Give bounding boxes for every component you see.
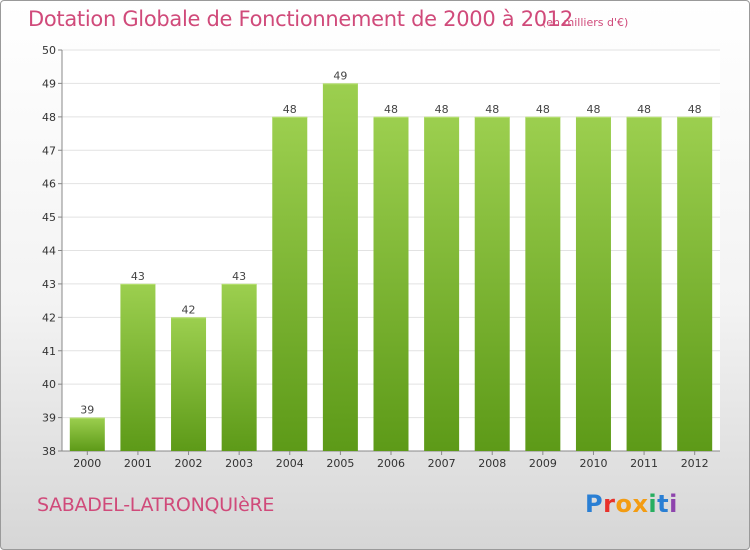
y-tick-label: 48 — [42, 111, 56, 124]
x-tick-label-2004: 2004 — [276, 457, 304, 470]
y-tick-label: 39 — [42, 412, 56, 425]
logo-letter: o — [615, 490, 633, 518]
x-tick-label-2002: 2002 — [175, 457, 203, 470]
data-label-2012: 48 — [688, 103, 702, 116]
chart-title: Dotation Globale de Fonctionnement de 20… — [28, 7, 573, 31]
data-label-2008: 48 — [485, 103, 499, 116]
logo-letter: x — [632, 490, 649, 518]
x-tick-label-2000: 2000 — [73, 457, 101, 470]
x-tick-label-2007: 2007 — [428, 457, 456, 470]
y-tick-label: 44 — [42, 245, 56, 258]
logo-letter: P — [585, 490, 604, 518]
logo-letter: i — [648, 490, 658, 518]
bar-2000 — [69, 417, 105, 451]
logo-letter: t — [657, 490, 670, 518]
bar-2001 — [120, 283, 156, 451]
y-tick-label: 47 — [42, 144, 56, 157]
data-label-2004: 48 — [283, 103, 297, 116]
y-tick-label: 43 — [42, 278, 56, 291]
bar-2004 — [272, 116, 308, 451]
bar-2006 — [373, 116, 409, 451]
x-tick-label-2010: 2010 — [579, 457, 607, 470]
y-tick-label: 41 — [42, 345, 56, 358]
logo-letter: r — [603, 490, 616, 518]
x-tick-label-2011: 2011 — [630, 457, 658, 470]
bar-2002 — [171, 317, 207, 451]
y-tick-label: 42 — [42, 311, 56, 324]
bar-2010 — [575, 116, 611, 451]
bar-2011 — [626, 116, 662, 451]
data-label-2000: 39 — [80, 404, 94, 417]
x-tick-label-2009: 2009 — [529, 457, 557, 470]
data-label-2002: 42 — [182, 303, 196, 316]
bar-2005 — [322, 83, 358, 452]
commune-name: SABADEL-LATRONQUIèRE — [37, 494, 275, 516]
y-tick-label: 38 — [42, 445, 56, 458]
x-tick-label-2005: 2005 — [326, 457, 354, 470]
y-tick-label: 46 — [42, 178, 56, 191]
data-label-2009: 48 — [536, 103, 550, 116]
data-label-2005: 49 — [333, 69, 347, 82]
data-label-2006: 48 — [384, 103, 398, 116]
y-tick-label: 49 — [42, 77, 56, 90]
bar-2012 — [677, 116, 713, 451]
data-label-2003: 43 — [232, 270, 246, 283]
x-tick-label-2001: 2001 — [124, 457, 152, 470]
logo-letter: i — [669, 490, 678, 518]
y-tick-label: 50 — [42, 44, 56, 57]
x-tick-label-2003: 2003 — [225, 457, 253, 470]
x-tick-label-2008: 2008 — [478, 457, 506, 470]
bar-2008 — [474, 116, 510, 451]
y-tick-label: 45 — [42, 211, 56, 224]
chart-unit: (en milliers d'€) — [542, 16, 629, 29]
data-label-2007: 48 — [435, 103, 449, 116]
proxiti-logo[interactable]: Proxiti — [585, 490, 678, 518]
data-label-2010: 48 — [586, 103, 600, 116]
bar-2009 — [525, 116, 561, 451]
x-tick-label-2006: 2006 — [377, 457, 405, 470]
data-label-2011: 48 — [637, 103, 651, 116]
bar-2003 — [221, 283, 257, 451]
bar-2007 — [424, 116, 460, 451]
data-label-2001: 43 — [131, 270, 145, 283]
x-tick-label-2012: 2012 — [681, 457, 709, 470]
y-tick-label: 40 — [42, 378, 56, 391]
